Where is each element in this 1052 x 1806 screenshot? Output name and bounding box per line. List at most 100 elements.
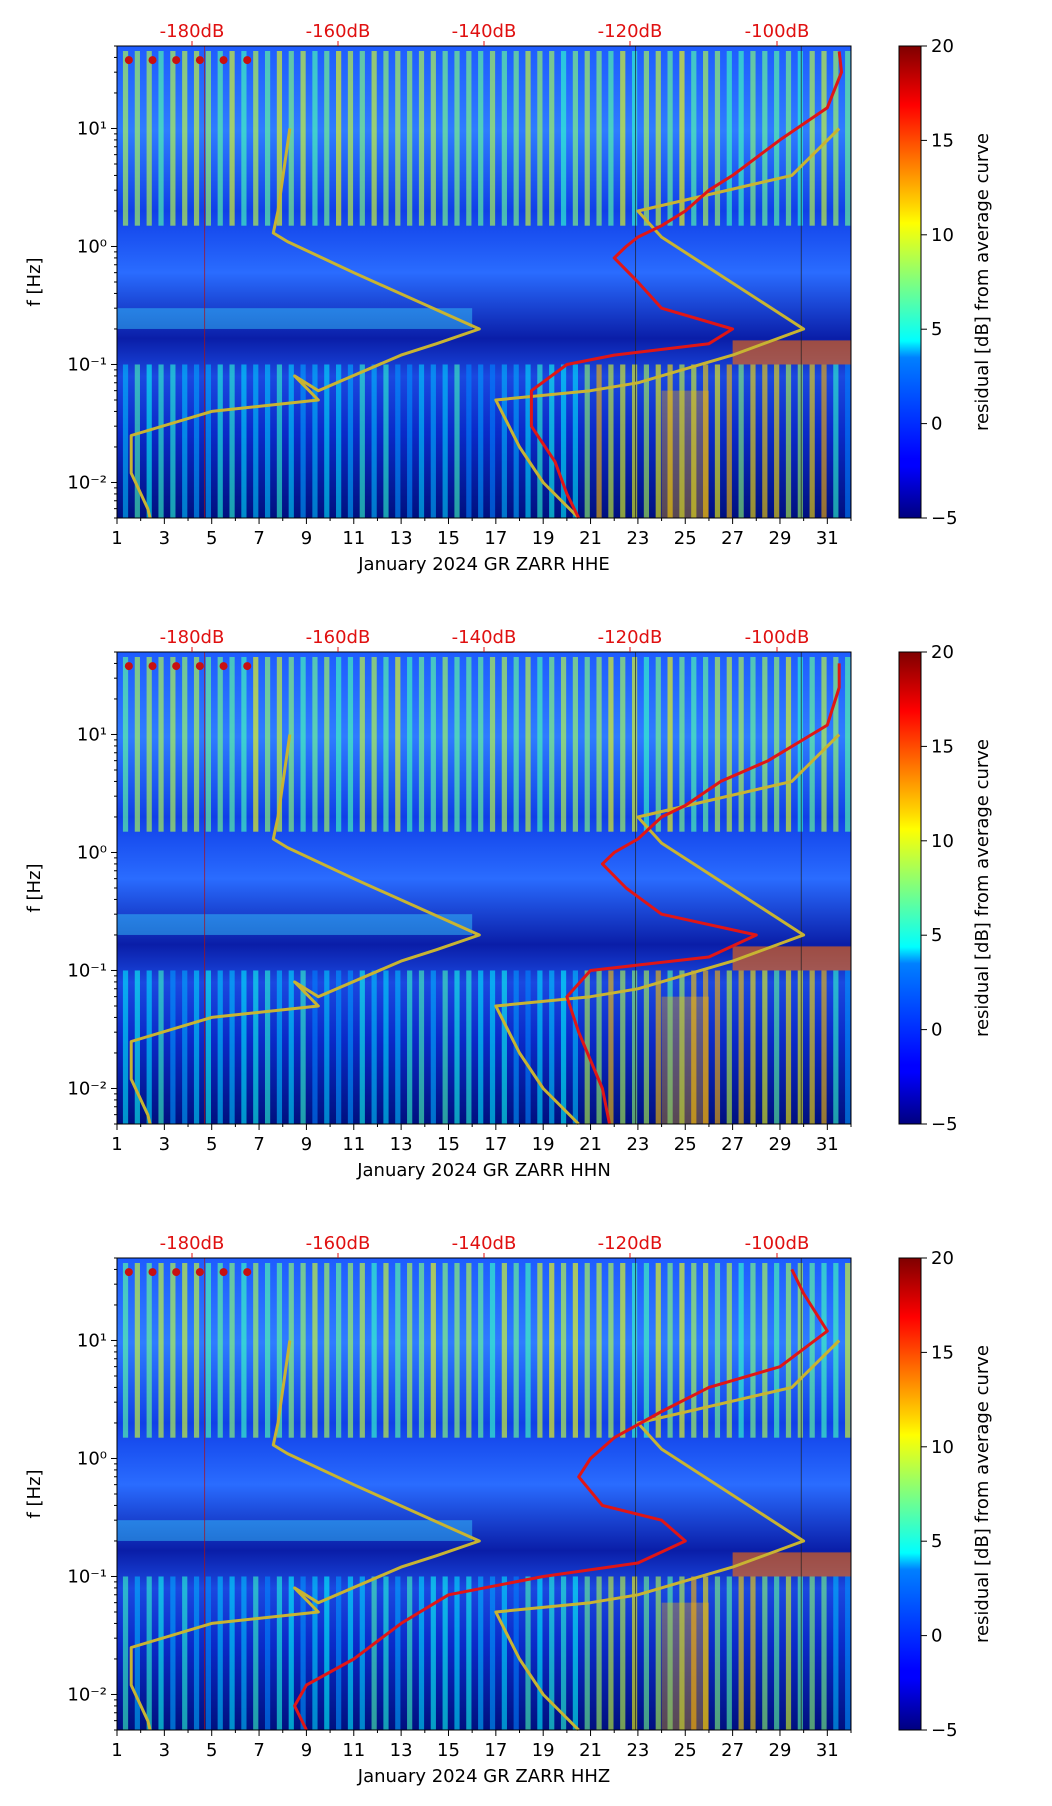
stripe-high <box>205 1263 211 1438</box>
stripe-low <box>489 1576 496 1730</box>
stripe-low <box>430 1576 436 1730</box>
stripe-low <box>643 364 650 518</box>
stripe-high <box>750 657 756 832</box>
stripe-high <box>655 1263 661 1438</box>
stripe-high <box>691 51 697 226</box>
stripe-high <box>489 657 496 832</box>
colorbar: −5 0 5 10 15 20 residual [dB] from average cur… <box>898 642 993 1135</box>
stripe-low <box>418 970 425 1124</box>
stripe-low <box>264 1576 271 1730</box>
stripe-high <box>714 51 721 226</box>
stripe-high <box>407 51 413 226</box>
stripe-high <box>193 51 200 226</box>
x-tick-label: 17 <box>484 528 507 549</box>
series-line-1 <box>129 1340 481 1731</box>
stripe-low <box>703 970 709 1124</box>
colorbar-gradient <box>898 1257 922 1731</box>
stripe-high <box>383 1263 389 1438</box>
stripe-low <box>300 970 306 1124</box>
stripe-high <box>300 657 306 832</box>
stripe-low <box>572 970 578 1124</box>
hotspot <box>243 662 252 671</box>
stripe-high <box>667 657 673 832</box>
stripe-low <box>217 364 223 518</box>
stripe-high <box>430 1263 436 1438</box>
stripe-low <box>205 364 211 518</box>
stripe-low <box>288 1576 294 1730</box>
x-tick-label: 15 <box>437 1134 460 1155</box>
stripe-low <box>501 1576 507 1730</box>
stripe-low <box>549 970 555 1124</box>
x-tick-label: 31 <box>816 528 839 549</box>
stripe-high <box>288 1263 294 1438</box>
stripe-low <box>549 364 555 518</box>
stripe-high <box>241 657 247 832</box>
stripe-high <box>679 657 685 832</box>
stripe-low <box>584 1576 590 1730</box>
stripe-high <box>229 1263 235 1438</box>
stripe-high <box>359 51 365 226</box>
stripe-high <box>726 1263 732 1438</box>
stripe-high <box>643 1263 650 1438</box>
stripe-high <box>679 51 685 226</box>
stripe-low <box>193 970 200 1124</box>
stripe-high <box>762 657 768 832</box>
stripe-low <box>525 970 531 1124</box>
y-tick-label: 10⁻¹ <box>67 960 107 981</box>
stripe-high <box>643 657 650 832</box>
stripe-high <box>691 1263 697 1438</box>
spectrogram-panel-2: 1 3 5 7 9 11 13 15 17 19 21 23 25 27 29 3110⁻²10⁻¹10⁰10… <box>24 627 993 1181</box>
stripe-low <box>596 970 602 1124</box>
colorbar-tick-label: 10 <box>931 1437 954 1458</box>
hotspot <box>148 1268 157 1277</box>
stripe-high <box>525 1263 531 1438</box>
stripe-low <box>276 364 283 518</box>
x-tick-label: 7 <box>253 528 264 549</box>
stripe-low <box>288 364 294 518</box>
stripe-low <box>371 1576 377 1730</box>
stripe-high <box>489 51 496 226</box>
y-tick-label: 10⁰ <box>77 236 107 257</box>
colorbar-tick-label: 10 <box>931 225 954 246</box>
stripe-low <box>726 364 732 518</box>
db-tick-label: -180dB <box>160 1233 225 1254</box>
db-tick-label: -100dB <box>745 21 810 42</box>
stripe-low <box>679 364 685 518</box>
series-line-3 <box>293 1268 829 1731</box>
x-tick-label: 17 <box>484 1740 507 1761</box>
stripe-high <box>833 1263 839 1438</box>
stripe-high <box>454 657 460 832</box>
stripe-low <box>134 1576 140 1730</box>
stripe-low <box>738 364 744 518</box>
stripe-low <box>691 364 697 518</box>
stripe-low <box>797 970 803 1124</box>
stripe-high <box>738 51 744 226</box>
stripe-high <box>525 657 531 832</box>
y-tick-label: 10¹ <box>77 724 107 745</box>
hotspot <box>243 56 252 65</box>
hot-band <box>661 996 709 1124</box>
heatmap-stripes <box>122 657 851 1124</box>
stripe-high <box>264 51 271 226</box>
stripe-high <box>572 1263 578 1438</box>
stripe-high <box>383 51 389 226</box>
stripe-low <box>347 970 354 1124</box>
stripe-low <box>324 970 330 1124</box>
x-tick-label: 9 <box>301 1740 312 1761</box>
series-line-3 <box>529 51 843 519</box>
db-tick-label: -160dB <box>306 21 371 42</box>
db-tick-label: -180dB <box>160 627 225 648</box>
stripe-high <box>347 657 354 832</box>
x-tick-label: 3 <box>159 1134 170 1155</box>
colorbar-label: residual [dB] from average curve <box>972 739 993 1037</box>
stripe-high <box>762 1263 768 1438</box>
stripe-low <box>643 1576 650 1730</box>
stripe-low <box>454 1576 460 1730</box>
y-axis-label: f [Hz] <box>24 1469 45 1518</box>
x-tick-label: 13 <box>390 1740 413 1761</box>
stripe-low <box>631 364 638 518</box>
x-tick-label: 21 <box>579 1134 602 1155</box>
db-tick-label: -160dB <box>306 627 371 648</box>
stripe-low <box>821 970 827 1124</box>
